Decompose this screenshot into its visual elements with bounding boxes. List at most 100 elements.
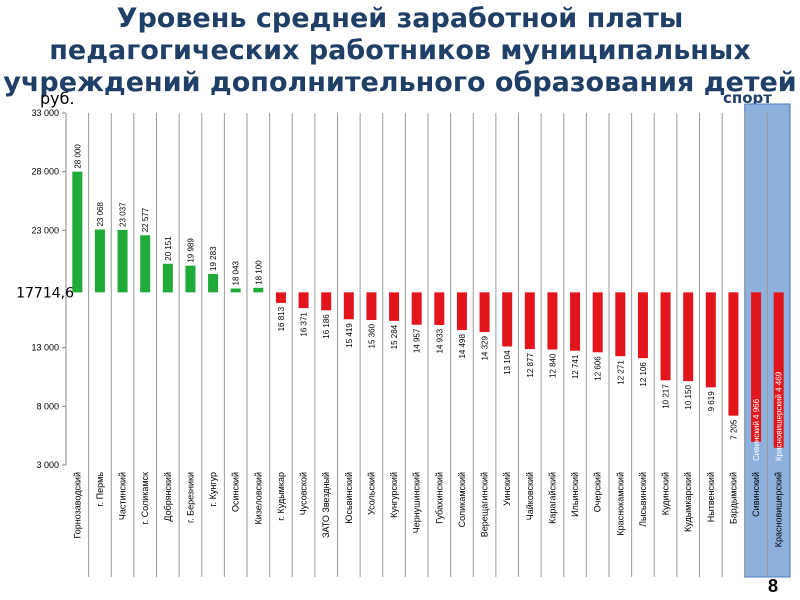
category-label: Ильинский xyxy=(570,472,580,517)
category-label: Добрянский xyxy=(163,472,173,522)
bar-Краснокамский xyxy=(615,292,626,357)
category-label: Красновишерский xyxy=(774,472,784,547)
bar-Сивинский xyxy=(751,292,762,442)
data-label: 19 283 xyxy=(209,246,218,271)
bar-Юсьвинский xyxy=(343,292,354,320)
bar-Губахинский xyxy=(434,292,445,325)
data-label: Красновишерский 4 469 xyxy=(775,371,784,461)
data-label: 19 989 xyxy=(186,238,195,263)
category-label: Верещагинский xyxy=(480,472,490,537)
data-label: 12 741 xyxy=(571,354,580,379)
bar-Кудымкарский xyxy=(683,292,694,382)
data-label: 16 371 xyxy=(300,312,309,337)
bar-Уинский xyxy=(502,292,513,347)
category-label: ЗАТО Звездный xyxy=(321,472,331,538)
category-label: Кизеловский xyxy=(253,472,263,525)
data-label: 14 933 xyxy=(435,328,444,353)
category-label: Сивинский xyxy=(751,472,761,517)
category-label: Юсьвинский xyxy=(344,472,354,524)
category-label: Карагайский xyxy=(547,472,557,524)
category-label: Губахинский xyxy=(434,472,444,524)
data-label: 15 284 xyxy=(390,324,399,349)
bar-Кунгурский xyxy=(389,292,400,321)
y-tick-label: 23 000 xyxy=(31,225,59,235)
bar-г. Соликамск xyxy=(140,235,151,293)
data-label: 9 619 xyxy=(707,391,716,412)
data-label: 10 217 xyxy=(662,384,671,409)
data-label: 23 068 xyxy=(96,202,105,227)
category-label: Кудымкарский xyxy=(683,472,693,532)
data-label: 7 205 xyxy=(729,419,738,440)
data-label: 12 271 xyxy=(616,360,625,385)
data-label: 14 498 xyxy=(458,334,467,359)
bar-Нытвенский xyxy=(705,292,716,388)
data-label: 16 186 xyxy=(322,314,331,339)
data-label: 14 329 xyxy=(481,336,490,361)
y-tick-label: 3 000 xyxy=(36,460,59,470)
category-label: Частинский xyxy=(118,472,128,520)
reference-value-label: 17714,6 xyxy=(16,285,74,301)
category-label: Кудинский xyxy=(661,472,671,515)
data-label: 12 840 xyxy=(548,353,557,378)
category-label: г. Кудымкар xyxy=(276,472,286,521)
y-tick-label: 8 000 xyxy=(36,401,59,411)
bar-ЗАТО Звездный xyxy=(321,292,332,311)
category-label: Усольский xyxy=(366,472,376,515)
bar-Ильинский xyxy=(570,292,581,351)
bar-Карагайский xyxy=(547,292,558,350)
bar-Верещагинский xyxy=(479,292,490,333)
category-label: Кунгурский xyxy=(389,472,399,518)
category-label: г. Кунгур xyxy=(208,472,218,507)
y-axis-unit-label: руб. xyxy=(40,89,75,108)
sport-group-label: спорт xyxy=(723,89,772,107)
bar-Кизеловский xyxy=(253,287,264,293)
bar-Чайковский xyxy=(524,292,535,350)
data-label: 14 957 xyxy=(413,328,422,353)
data-label: 12 106 xyxy=(639,362,648,387)
category-label: Нытвенский xyxy=(706,472,716,522)
chart-title-line-1: Уровень средней заработной платы xyxy=(116,3,684,34)
category-label: Очерский xyxy=(593,472,603,512)
category-label: Соликамский xyxy=(457,472,467,527)
data-label: 20 151 xyxy=(164,236,173,261)
bar-Красновишерский xyxy=(773,292,784,448)
data-label: 12 877 xyxy=(526,353,535,378)
data-label: 10 150 xyxy=(684,385,693,410)
bar-г. Пермь xyxy=(94,229,105,293)
data-label: 18 043 xyxy=(232,260,241,285)
y-tick-label: 28 000 xyxy=(31,167,59,177)
data-label: 15 360 xyxy=(367,323,376,348)
bar-г. Березники xyxy=(185,265,196,293)
bar-Лысьвинский xyxy=(637,292,648,359)
category-label: Чусовской xyxy=(299,472,309,515)
bar-Частинский xyxy=(117,229,128,293)
data-label: 12 606 xyxy=(594,356,603,381)
y-tick-label: 33 000 xyxy=(31,108,59,118)
data-label: 15 419 xyxy=(345,323,354,348)
bar-г. Кудымкар xyxy=(275,292,286,303)
bar-Усольский xyxy=(366,292,377,320)
bar-Осинский xyxy=(230,288,241,293)
bar-Горнозаводский xyxy=(72,171,83,293)
category-label: Бардымский xyxy=(728,472,738,524)
chart-title-line-2: педагогических работников муниципальных xyxy=(49,35,751,66)
page-number: 8 xyxy=(768,576,779,596)
category-label: Лысьвинский xyxy=(638,472,648,527)
bar-Очерский xyxy=(592,292,603,353)
category-label: Осинский xyxy=(231,472,241,512)
bar-г. Кунгур xyxy=(208,273,219,293)
category-label: Чернушинский xyxy=(412,472,422,533)
data-label: 28 000 xyxy=(73,144,82,169)
data-label: 16 813 xyxy=(277,306,286,331)
bar-Чусовской xyxy=(298,292,309,309)
data-label: Сивинский 4 966 xyxy=(752,398,761,461)
bar-Чернушинский xyxy=(411,292,422,325)
category-label: г. Соликамск xyxy=(140,472,150,525)
category-label: г. Пермь xyxy=(95,472,105,507)
data-label: 18 100 xyxy=(254,260,263,285)
data-label: 13 104 xyxy=(503,350,512,375)
bar-Кудинский xyxy=(660,292,671,381)
chart-title-line-3: учреждений дополнительного образования д… xyxy=(3,67,797,98)
